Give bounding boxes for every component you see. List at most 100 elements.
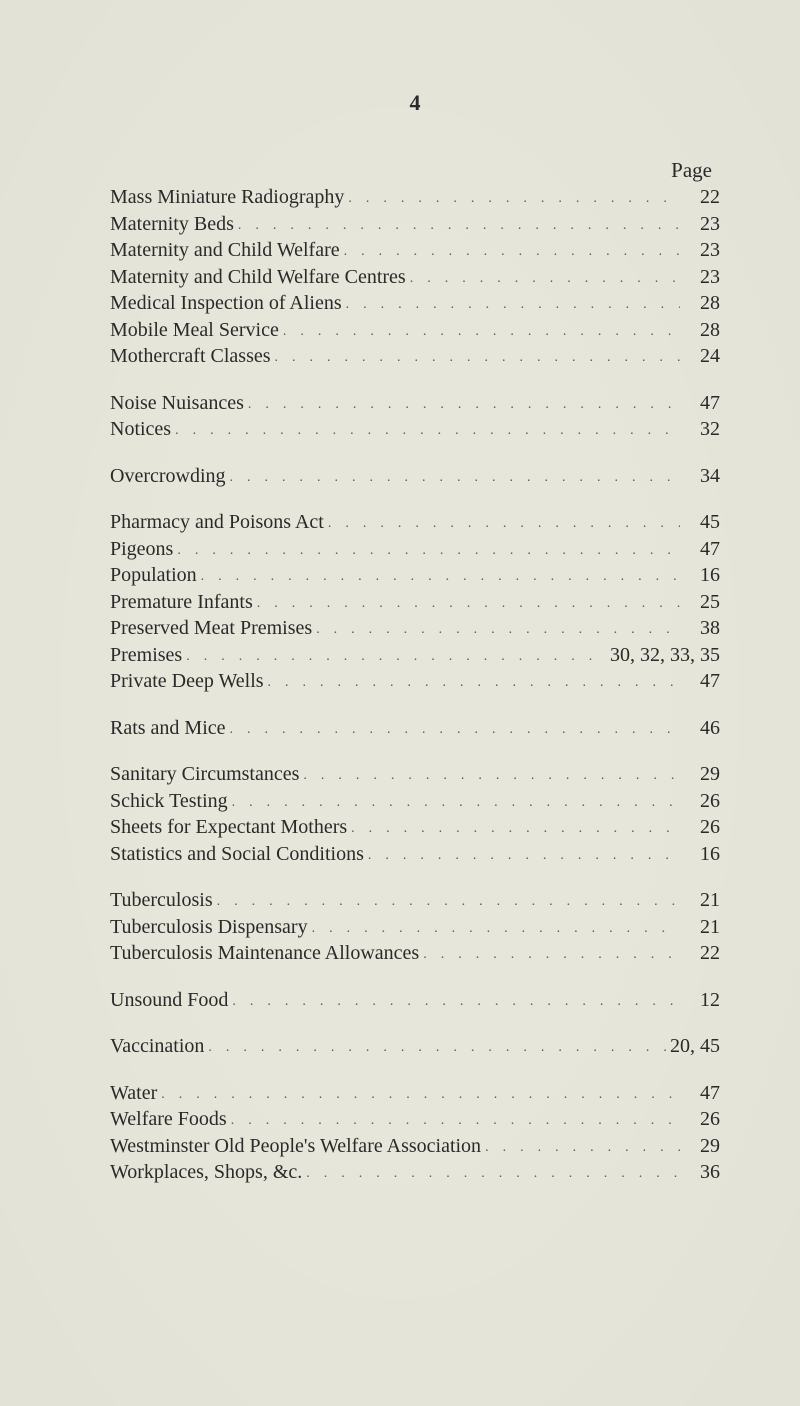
toc-entry-page: 47 (680, 539, 720, 559)
toc-entry: Tuberculosis Dispensary21 (110, 917, 720, 937)
dot-leader (201, 570, 680, 584)
document-page: 4 Page Mass Miniature Radiography22Mater… (0, 0, 800, 1406)
toc-entry: Pigeons 47 (110, 539, 720, 559)
toc-entry: Maternity and Child Welfare Centres 23 (110, 267, 720, 287)
dot-leader (175, 424, 680, 438)
toc-entry-label: Unsound Food (110, 990, 232, 1010)
group-gap (110, 698, 720, 718)
dot-leader (230, 471, 680, 485)
dot-leader (328, 517, 680, 531)
toc-entry: Premature Infants 25 (110, 592, 720, 612)
toc-entry-label: Maternity Beds (110, 214, 238, 234)
toc-entry: Notices 32 (110, 419, 720, 439)
toc-entry: Noise Nuisances47 (110, 393, 720, 413)
toc-entry-label: Statistics and Social Conditions (110, 844, 368, 864)
toc-entry-page: 20, 45 (666, 1036, 720, 1056)
dot-leader (217, 895, 680, 909)
dot-leader (208, 1041, 666, 1055)
dot-leader (283, 325, 680, 339)
dot-leader (316, 623, 680, 637)
toc-entry: Rats and Mice46 (110, 718, 720, 738)
toc-entry-label: Mobile Meal Service (110, 320, 283, 340)
toc-entry-label: Population (110, 565, 201, 585)
toc-entry-page: 23 (680, 240, 720, 260)
toc-entry-page: 29 (680, 764, 720, 784)
toc-entry-page: 45 (680, 512, 720, 532)
toc-entry: Private Deep Wells 47 (110, 671, 720, 691)
toc-entry-page: 47 (680, 671, 720, 691)
toc-entry-page: 32 (680, 419, 720, 439)
toc-entry: Workplaces, Shops, &c. 36 (110, 1162, 720, 1182)
dot-leader (232, 796, 680, 810)
toc-entry-page: 25 (680, 592, 720, 612)
group-gap (110, 870, 720, 890)
dot-leader (177, 544, 680, 558)
toc-entry-page: 12 (680, 990, 720, 1010)
page-column-header: Page (110, 158, 720, 183)
toc-entry-page: 16 (680, 565, 720, 585)
dot-leader (230, 723, 680, 737)
toc-entry-label: Westminster Old People's Welfare Associa… (110, 1136, 485, 1156)
toc-entry-label: Welfare Foods (110, 1109, 231, 1129)
toc-entry-label: Water (110, 1083, 161, 1103)
toc-entry-label: Noise Nuisances (110, 393, 248, 413)
dot-leader (248, 398, 680, 412)
toc-entry-page: 47 (680, 1083, 720, 1103)
dot-leader (161, 1088, 680, 1102)
toc-entry: Pharmacy and Poisons Act45 (110, 512, 720, 532)
toc-entry-label: Private Deep Wells (110, 671, 268, 691)
dot-leader (257, 597, 680, 611)
dot-leader (306, 1167, 680, 1181)
toc-entry-label: Mass Miniature Radiography (110, 187, 348, 207)
group-gap (110, 492, 720, 512)
toc-entry-page: 23 (680, 267, 720, 287)
toc-entry-label: Medical Inspection of Aliens (110, 293, 346, 313)
toc-entry-label: Mothercraft Classes (110, 346, 275, 366)
toc-entry-page: 29 (680, 1136, 720, 1156)
toc-entry: Maternity and Child Welfare 23 (110, 240, 720, 260)
toc-entry-label: Pigeons (110, 539, 177, 559)
toc-entry-label: Premises (110, 645, 186, 665)
group-gap (110, 446, 720, 466)
toc-entry-page: 28 (680, 320, 720, 340)
dot-leader (410, 272, 680, 286)
table-of-contents: Mass Miniature Radiography 22 Maternity Be… (110, 187, 720, 1182)
toc-entry-label: Notices (110, 419, 175, 439)
toc-entry: Unsound Food 12 (110, 990, 720, 1010)
toc-entry-label: Premature Infants (110, 592, 257, 612)
dot-leader (423, 948, 680, 962)
dot-leader (275, 351, 680, 365)
dot-leader (348, 192, 680, 206)
toc-entry-page: 46 (680, 718, 720, 738)
toc-entry-page: 26 (680, 791, 720, 811)
toc-entry-label: Maternity and Child Welfare Centres (110, 267, 410, 287)
toc-entry-page: 22 (680, 187, 720, 207)
toc-entry-page: 36 (680, 1162, 720, 1182)
toc-entry: Mothercraft Classes 24 (110, 346, 720, 366)
dot-leader (368, 849, 680, 863)
toc-entry: Mass Miniature Radiography 22 (110, 187, 720, 207)
toc-entry: Schick Testing26 (110, 791, 720, 811)
toc-entry-label: Tuberculosis Maintenance Allowances (110, 943, 423, 963)
toc-entry: Overcrowding34 (110, 466, 720, 486)
toc-entry-label: Maternity and Child Welfare (110, 240, 344, 260)
toc-entry-label: Sanitary Circumstances (110, 764, 303, 784)
toc-entry-label: Vaccination (110, 1036, 208, 1056)
dot-leader (346, 298, 680, 312)
dot-leader (268, 676, 680, 690)
dot-leader (232, 995, 680, 1009)
toc-entry: Preserved Meat Premises38 (110, 618, 720, 638)
toc-entry: Population 16 (110, 565, 720, 585)
toc-entry: Medical Inspection of Aliens28 (110, 293, 720, 313)
toc-entry: Vaccination 20, 45 (110, 1036, 720, 1056)
toc-entry-label: Sheets for Expectant Mothers (110, 817, 351, 837)
toc-entry-page: 24 (680, 346, 720, 366)
toc-entry: Maternity Beds23 (110, 214, 720, 234)
dot-leader (344, 245, 680, 259)
toc-entry-label: Workplaces, Shops, &c. (110, 1162, 306, 1182)
group-gap (110, 1063, 720, 1083)
toc-entry-label: Preserved Meat Premises (110, 618, 316, 638)
toc-entry-page: 26 (680, 817, 720, 837)
group-gap (110, 373, 720, 393)
group-gap (110, 744, 720, 764)
